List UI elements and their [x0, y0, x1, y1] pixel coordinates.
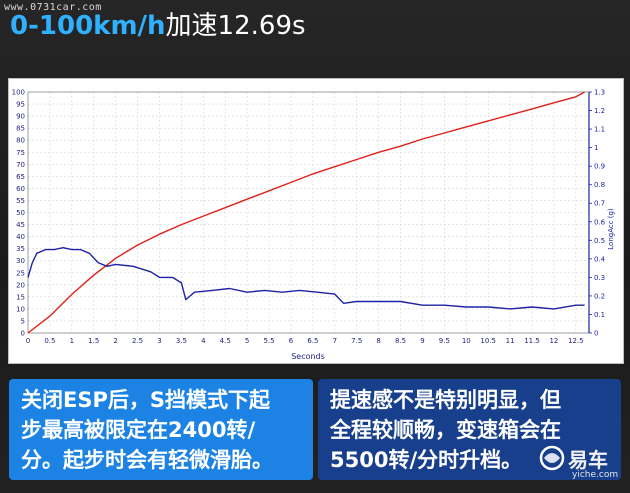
- y2-tick-label: 0.4: [594, 255, 606, 263]
- y-tick-label: 85: [16, 125, 25, 133]
- y-tick-label: 0: [21, 330, 25, 338]
- title-result: 加速12.69s: [165, 11, 306, 41]
- x-tick-label: 12: [549, 337, 558, 345]
- x-tick-label: 4: [201, 337, 206, 345]
- note-left-line-2: 步最高被限定在2400转/: [21, 418, 256, 442]
- y-tick-label: 5: [21, 317, 25, 325]
- x-tick-label: 2: [113, 337, 117, 345]
- x-tick-label: 2.5: [132, 337, 143, 345]
- x-tick-label: 6: [289, 337, 294, 345]
- y2-tick-label: 1: [594, 144, 598, 152]
- title-range: 0-100km/h: [10, 11, 166, 41]
- y-tick-label: 20: [16, 281, 25, 289]
- y2-axis-label: LongAcc (g): [607, 208, 615, 250]
- y2-tick-label: 0.3: [594, 274, 605, 282]
- note-left-line-3: 分。起步时会有轻微滑胎。: [21, 448, 273, 472]
- x-tick-label: 7.5: [351, 337, 362, 345]
- brand-logo: 易车 yiche.com: [538, 442, 628, 488]
- x-tick-label: 9: [420, 337, 424, 345]
- x-tick-label: 12.5: [568, 337, 584, 345]
- y-tick-label: 10: [16, 305, 25, 313]
- x-tick-label: 7: [333, 337, 337, 345]
- x-tick-label: 0: [26, 337, 30, 345]
- y-tick-label: 45: [16, 221, 25, 229]
- logo-url: yiche.com: [572, 470, 619, 480]
- series-line-longacc: [27, 246, 585, 310]
- y2-tick-label: 0.5: [594, 237, 605, 245]
- y2-tick-label: 0.8: [594, 181, 605, 189]
- y-tick-label: 15: [16, 293, 25, 301]
- y-tick-label: 90: [16, 113, 25, 121]
- note-right-line-2: 全程较顺畅，变速箱会在: [330, 418, 561, 442]
- y-tick-label: 25: [16, 269, 25, 277]
- x-tick-label: 5: [245, 337, 249, 345]
- x-tick-label: 11: [506, 337, 515, 345]
- series-line-speed: [27, 91, 585, 334]
- logo-icon: [539, 445, 565, 471]
- y2-tick-label: 1.1: [594, 126, 605, 134]
- y2-tick-label: 0.7: [594, 200, 605, 208]
- axes: [27, 91, 592, 334]
- y2-tick-label: 0: [594, 330, 598, 338]
- acceleration-chart: 0 0.5 1 1.5 2 2.5 3 3.5 4 4.5 5 5.5 6 6.5 7 7.5 8 8.5 9 9.5…: [12, 89, 615, 362]
- y2-tick-label: 1.3: [594, 89, 605, 97]
- x-tick-label: 6.5: [307, 337, 318, 345]
- y-tick-label: 35: [16, 245, 25, 253]
- y-tick-label: 50: [16, 209, 25, 217]
- y-tick-label: 75: [16, 149, 25, 157]
- page-title: 0-100km/h加速12.69s: [10, 5, 306, 42]
- x-tick-label: 3: [157, 337, 161, 345]
- series-group: [27, 91, 585, 334]
- y-tick-label: 30: [16, 257, 25, 265]
- y2-tick-label: 1.2: [594, 107, 605, 115]
- grid: [27, 91, 589, 334]
- logo-name: 易车: [568, 448, 608, 472]
- note-right-line-3: 5500转/分时升档。: [330, 448, 523, 472]
- x-tick-label: 8: [376, 337, 380, 345]
- y-tick-label: 60: [16, 185, 25, 193]
- watermark-text: www.0731car.com: [4, 2, 102, 13]
- y-tick-label: 95: [16, 101, 25, 109]
- x-tick-label: 1: [70, 337, 74, 345]
- x-tick-label: 10: [462, 337, 471, 345]
- y-tick-label: 70: [16, 161, 25, 169]
- tick-labels: 0 0.5 1 1.5 2 2.5 3 3.5 4 4.5 5 5.5 6 6.5 7 7.5 8 8.5 9 9.5…: [12, 89, 606, 346]
- note-card-left: 关闭ESP后，S挡模式下起 步最高被限定在2400转/ 分。起步时会有轻微滑胎。: [9, 379, 313, 480]
- y-tick-label: 80: [16, 137, 25, 145]
- y2-tick-label: 0.6: [594, 218, 606, 226]
- y-tick-label: 100: [12, 89, 25, 97]
- x-tick-label: 11.5: [524, 337, 540, 345]
- y-tick-label: 65: [16, 173, 25, 181]
- x-tick-label: 8.5: [395, 337, 406, 345]
- x-tick-label: 1.5: [88, 337, 99, 345]
- y2-tick-label: 0.9: [594, 163, 605, 171]
- x-tick-label: 5.5: [263, 337, 274, 345]
- x-tick-label: 4.5: [220, 337, 231, 345]
- note-right-line-1: 提速感不是特别明显，但: [330, 388, 561, 412]
- y2-tick-label: 0.1: [594, 311, 605, 319]
- y2-tick-label: 0.2: [594, 292, 605, 300]
- y-tick-label: 40: [16, 233, 25, 241]
- y-tick-label: 55: [16, 197, 25, 205]
- chart-panel: 0 0.5 1 1.5 2 2.5 3 3.5 4 4.5 5 5.5 6 6.5 7 7.5 8 8.5 9 9.5…: [8, 78, 624, 364]
- note-card-right: 提速感不是特别明显，但 全程较顺畅，变速箱会在 5500转/分时升档。: [318, 379, 621, 480]
- x-tick-label: 10.5: [480, 337, 496, 345]
- x-tick-label: 3.5: [176, 337, 187, 345]
- note-left-line-1: 关闭ESP后，S挡模式下起: [21, 388, 270, 412]
- x-tick-label: 0.5: [44, 337, 55, 345]
- x-axis-label: Seconds: [291, 352, 325, 361]
- x-tick-label: 9.5: [439, 337, 450, 345]
